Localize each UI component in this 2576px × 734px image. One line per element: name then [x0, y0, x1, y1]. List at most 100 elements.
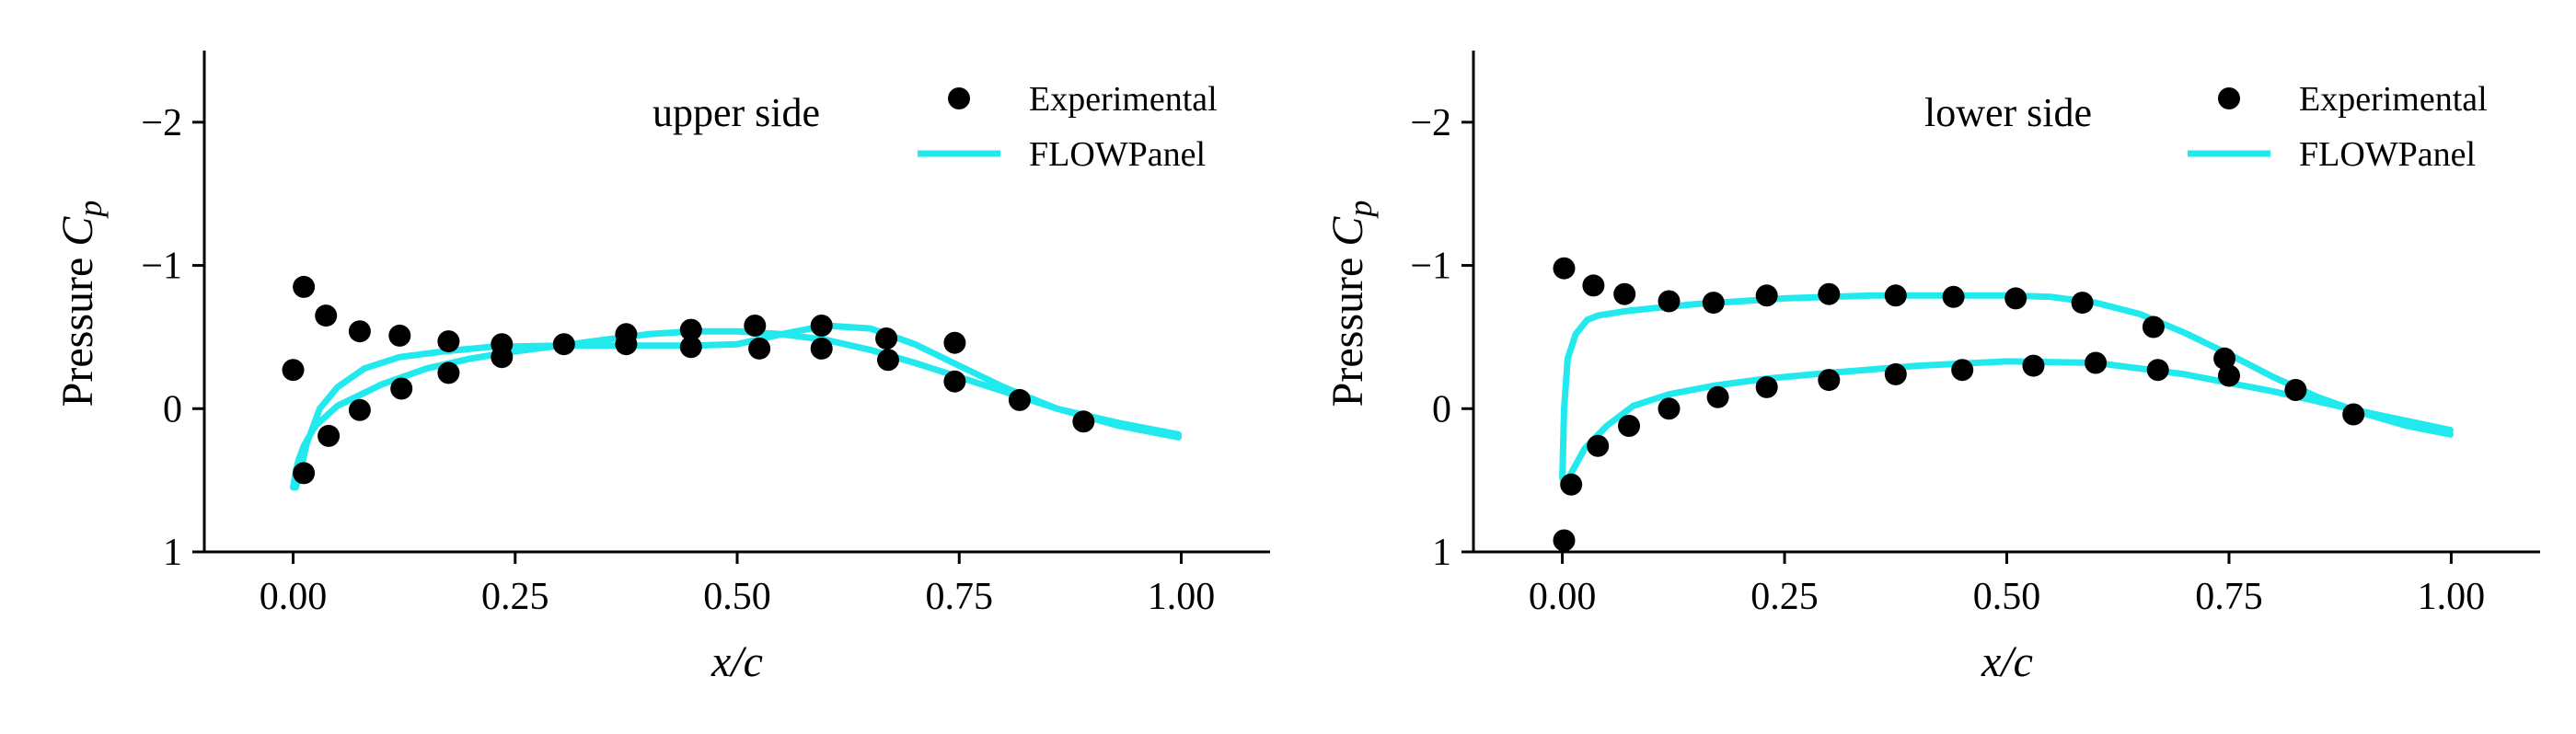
plot-area [1553, 257, 2454, 552]
x-tick-label: 0.25 [481, 576, 549, 618]
experimental-point [1553, 529, 1576, 552]
y-axis-label-symbol: C [1323, 216, 1372, 247]
experimental-point [1942, 285, 1965, 308]
experimental-point [2142, 315, 2165, 338]
experimental-point [1884, 362, 1907, 385]
x-ticks: 0.00 0.25 0.50 0.75 1.00 [260, 552, 1215, 618]
x-tick-label: 0.00 [260, 576, 328, 618]
experimental-point [1702, 292, 1725, 315]
legend: Experimental FLOWPanel [2188, 80, 2488, 174]
experimental-point [810, 315, 833, 337]
experimental-point [1560, 473, 1583, 496]
y-tick-label: −1 [1410, 246, 1451, 288]
experimental-point [2085, 351, 2108, 374]
y-axis-label-subscript: p [72, 201, 109, 220]
experimental-point [615, 333, 638, 356]
experimental-point [1008, 388, 1031, 411]
legend-label-experimental: Experimental [2299, 80, 2488, 119]
experimental-point [810, 337, 833, 360]
x-tick-label: 0.75 [926, 576, 994, 618]
y-axis-label: Pressure Cp [53, 201, 109, 407]
experimental-point [491, 346, 514, 369]
legend-label-flowpanel: FLOWPanel [2299, 135, 2476, 174]
experimental-point [748, 337, 771, 360]
experimental-point [315, 304, 338, 327]
experimental-point [1951, 359, 1974, 382]
chart-panel-lower: 0.00 0.25 0.50 0.75 1.00 −2 −1 0 1 lower side x… [1323, 51, 2540, 686]
y-tick-label: 1 [163, 532, 182, 574]
experimental-point [293, 275, 316, 298]
experimental-point [1582, 274, 1605, 297]
experimental-point [2004, 287, 2027, 310]
experimental-point [1706, 385, 1729, 408]
y-ticks: −2 −1 0 1 [1410, 102, 1473, 574]
y-axis-label: Pressure Cp [1323, 201, 1379, 407]
panel-title: lower side [1924, 90, 2092, 135]
y-tick-label: −2 [1410, 102, 1451, 144]
chart-panel-upper: 0.00 0.25 0.50 0.75 1.00 −2 −1 0 1 upper side x… [53, 51, 1270, 686]
experimental-point [1658, 290, 1681, 313]
experimental-point [437, 330, 460, 353]
y-axis-label-prefix: Pressure [53, 247, 102, 407]
experimental-point [1072, 410, 1095, 433]
experimental-point [2342, 403, 2365, 426]
experimental-point [1587, 434, 1610, 457]
experimental-point [877, 349, 899, 372]
panel-title: upper side [653, 90, 820, 135]
experimental-point [348, 398, 371, 421]
legend-marker-experimental [2218, 87, 2240, 109]
x-axis-label: x/c [1981, 637, 2033, 686]
y-axis-label-symbol: C [53, 216, 102, 247]
experimental-point [1553, 257, 1576, 280]
y-tick-label: 0 [163, 388, 182, 430]
experimental-point [2218, 364, 2240, 387]
experimental-point [1818, 282, 1841, 305]
y-axis-label-subscript: p [1342, 201, 1379, 220]
y-tick-label: 1 [1432, 532, 1451, 574]
experimental-point [552, 333, 575, 356]
experimental-point [437, 361, 460, 384]
experimental-point [348, 320, 371, 343]
y-axis-label-prefix: Pressure [1323, 247, 1372, 407]
experimental-point [388, 324, 411, 347]
y-tick-label: 0 [1432, 388, 1451, 430]
experimental-point [318, 424, 341, 447]
x-tick-label: 0.25 [1750, 576, 1819, 618]
experimental-point [1618, 415, 1640, 437]
flowpanel-line [290, 322, 1183, 491]
y-tick-label: −1 [141, 246, 182, 288]
plot-area [282, 275, 1183, 491]
experimental-point [293, 462, 316, 485]
x-tick-label: 0.50 [703, 576, 771, 618]
experimental-point [2213, 347, 2236, 370]
x-tick-label: 0.50 [1973, 576, 2041, 618]
experimental-point [875, 327, 898, 350]
experimental-point [2146, 359, 2169, 382]
experimental-point [1613, 282, 1636, 305]
legend-label-flowpanel: FLOWPanel [1029, 135, 1206, 174]
experimental-point [282, 359, 305, 382]
experimental-point [943, 331, 966, 354]
experimental-point [1818, 369, 1841, 392]
legend-label-experimental: Experimental [1029, 80, 1218, 119]
experimental-point [1884, 284, 1907, 307]
experimental-point [2071, 292, 2094, 315]
experimental-point [2284, 379, 2307, 401]
legend: Experimental FLOWPanel [918, 80, 1218, 174]
experimental-point [679, 318, 702, 341]
legend-marker-experimental [948, 87, 970, 109]
experimental-point [679, 336, 702, 359]
experimental-point [1755, 284, 1778, 307]
experimental-point [390, 377, 413, 400]
y-tick-label: −2 [141, 102, 182, 144]
experimental-point [943, 370, 966, 393]
x-tick-label: 0.75 [2195, 576, 2263, 618]
experimental-point [1755, 375, 1778, 398]
flowpanel-line [1559, 292, 2454, 491]
experimental-point [2022, 354, 2045, 377]
experimental-point [744, 315, 767, 337]
x-ticks: 0.00 0.25 0.50 0.75 1.00 [1529, 552, 2485, 618]
x-tick-label: 0.00 [1529, 576, 1597, 618]
